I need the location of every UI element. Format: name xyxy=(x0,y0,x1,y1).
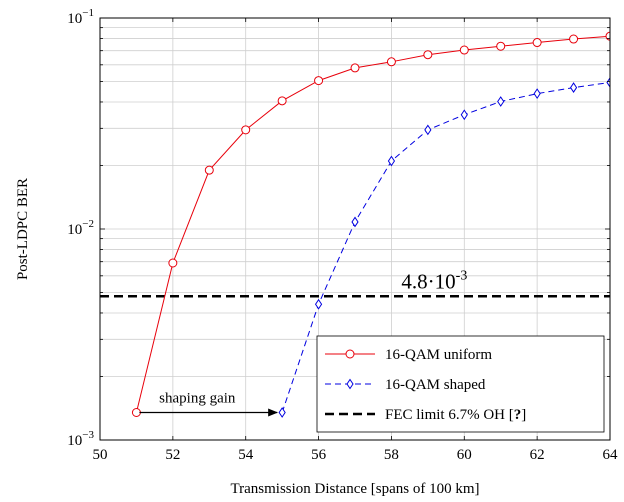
data-point-uniform xyxy=(569,34,579,44)
data-point-uniform xyxy=(459,45,469,55)
y-tick-base: 10 xyxy=(67,11,82,27)
data-point-shaped xyxy=(460,109,468,121)
grid-lines xyxy=(99,18,611,441)
data-point-shaped xyxy=(606,77,610,88)
y-tick-label: 10−2 xyxy=(67,218,94,238)
y-tick-base: 10 xyxy=(67,433,82,449)
data-point-uniform xyxy=(350,63,360,73)
data-point-uniform xyxy=(496,41,506,51)
data-point-uniform xyxy=(423,50,433,60)
data-point-shaped xyxy=(278,407,286,418)
x-axis-title: Transmission Distance [spans of 100 km] xyxy=(230,481,479,497)
x-tick-label: 64 xyxy=(603,447,619,463)
x-tick-label: 62 xyxy=(530,447,545,463)
y-tick-exponent: −3 xyxy=(82,429,94,441)
legend-fec-citation: ? xyxy=(514,407,522,423)
y-tick-exponent: −2 xyxy=(82,218,94,230)
legend-marker-circle xyxy=(345,349,355,359)
data-point-uniform xyxy=(168,258,178,268)
legend-label: 16-QAM uniform xyxy=(385,347,492,363)
legend-label-fec: FEC limit 6.7% OH [?] xyxy=(385,407,526,423)
x-tick-label: 58 xyxy=(384,447,399,463)
shaping-gain-label: shaping gain xyxy=(159,390,236,406)
x-tick-label: 52 xyxy=(165,447,180,463)
y-axis-title: Post-LDPC BER xyxy=(15,178,31,280)
threshold-label: 4.8·10-3 xyxy=(401,268,467,293)
series-group xyxy=(131,31,610,418)
data-point-shaped xyxy=(424,124,432,136)
data-point-shaped xyxy=(387,155,396,167)
data-point-shaped xyxy=(351,216,359,228)
annotations: 4.8·10-3 shaping gain xyxy=(139,268,467,417)
data-point-uniform xyxy=(386,57,396,67)
legend-marker-diamond xyxy=(346,378,354,390)
x-tick-label: 56 xyxy=(311,447,327,463)
data-point-uniform xyxy=(532,38,542,48)
data-point-shaped xyxy=(569,82,578,93)
data-point-shaped xyxy=(533,88,541,100)
y-tick-exponent: −1 xyxy=(82,7,94,19)
x-tick-label: 50 xyxy=(93,447,108,463)
y-tick-label: 10−3 xyxy=(67,429,94,449)
data-point-uniform xyxy=(241,125,251,135)
data-point-shaped xyxy=(314,298,323,310)
legend-label: 16-QAM shaped xyxy=(385,377,486,393)
x-tick-label: 54 xyxy=(238,447,254,463)
data-point-uniform xyxy=(204,165,214,175)
y-tick-label: 10−1 xyxy=(67,7,94,27)
data-point-uniform xyxy=(277,96,287,106)
legend-fec-suffix: ] xyxy=(521,407,526,423)
threshold-mantissa: 4.8·10 xyxy=(401,269,455,293)
legend-fec-text: FEC limit 6.7% OH [ xyxy=(385,407,514,423)
threshold-exponent: -3 xyxy=(456,268,468,283)
legend-box xyxy=(316,335,605,433)
y-tick-base: 10 xyxy=(67,222,82,238)
data-point-shaped xyxy=(497,96,505,107)
series-line-16-qam-shaped xyxy=(281,81,610,413)
series-line-16-qam-uniform xyxy=(135,35,610,413)
legend: 16-QAM uniform 16-QAM shaped FEC limit 6.7… xyxy=(316,335,605,433)
data-point-uniform xyxy=(314,76,324,86)
data-point-uniform xyxy=(131,407,141,417)
x-tick-label: 60 xyxy=(457,447,472,463)
